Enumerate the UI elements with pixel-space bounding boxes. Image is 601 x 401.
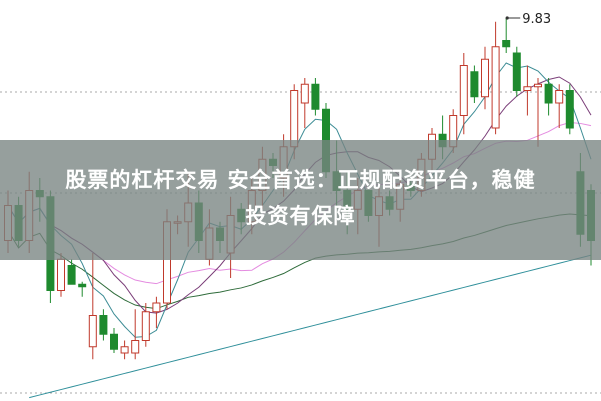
candle-body [534, 83, 542, 88]
candle-body [481, 58, 489, 98]
candle-body [565, 90, 574, 129]
banner-overlay [0, 140, 601, 260]
candle-body [459, 65, 468, 116]
candle-body [141, 311, 150, 341]
candle-body [311, 83, 320, 110]
candle-body [88, 315, 97, 348]
candle-body [67, 265, 76, 285]
banner-line-1: 股票的杠杆交易 安全首选：正规配资平台，稳健 [65, 168, 536, 192]
candle-body [57, 258, 65, 291]
ma120-line [29, 254, 592, 399]
candle-body [512, 52, 521, 91]
annotation-arrow-head [505, 16, 509, 20]
candle-body [300, 83, 309, 104]
banner-text: 股票的杠杆交易 安全首选：正规配资平台，稳健 投资有保障 [0, 162, 601, 234]
max-price-label: 9.83 [522, 12, 551, 27]
candle-body [502, 40, 511, 48]
candle-body [120, 346, 129, 354]
candle-body [523, 86, 532, 91]
candle-body [290, 90, 299, 148]
candle-body [78, 283, 87, 288]
banner-line-2: 投资有保障 [245, 204, 356, 228]
candle-body [470, 71, 479, 98]
candle-body [544, 83, 553, 104]
candle-body [555, 90, 564, 104]
candle-body [99, 315, 108, 335]
candle-body [152, 302, 161, 313]
candle-body [131, 340, 140, 354]
candle-body [491, 46, 500, 129]
candle-body [110, 333, 118, 350]
